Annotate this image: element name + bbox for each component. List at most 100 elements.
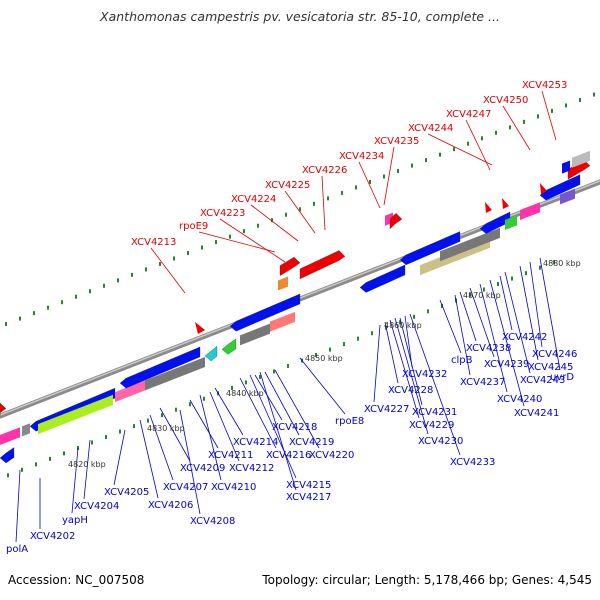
forward-gene-label: XCV4247 — [446, 109, 491, 120]
reverse-gene-label: XCV4228 — [388, 385, 433, 396]
tick-dot — [357, 336, 359, 341]
label-leader — [502, 105, 531, 151]
label-leader — [358, 161, 381, 209]
tick-dot — [427, 309, 429, 314]
reverse-gene-arrow — [399, 231, 461, 266]
label-leader — [321, 175, 326, 231]
label-leader — [198, 231, 276, 253]
tick-dot — [537, 114, 539, 119]
reverse-gene-label: XCV4204 — [74, 501, 119, 512]
tick-marks — [5, 92, 595, 478]
label-leader — [249, 374, 297, 479]
reverse-gene-label: XCV4231 — [412, 407, 457, 418]
forward-gene-label: XCV4253 — [522, 80, 567, 91]
forward-gene-arrow — [0, 402, 7, 416]
label-leader — [179, 409, 201, 515]
reverse-gene-arrow — [204, 345, 218, 362]
label-leader — [489, 279, 525, 407]
tick-dot — [327, 196, 329, 201]
tick-dot — [173, 256, 175, 261]
tick-dot — [159, 261, 161, 266]
label-leader — [259, 371, 297, 491]
label-leader — [113, 429, 126, 486]
forward-gene-label: rpoE9 — [179, 221, 208, 232]
reverse-gene-arrow — [0, 447, 15, 464]
label-leader — [459, 291, 477, 342]
reverse-gene-label: XCV4218 — [272, 422, 317, 433]
forward-gene-arrow — [389, 213, 403, 230]
forward-gene-arrow — [279, 256, 301, 276]
label-leader — [439, 299, 462, 354]
scale-label: 4880 kbp — [543, 259, 581, 268]
tick-dot — [229, 234, 231, 239]
tick-dot — [203, 396, 205, 401]
label-leader — [499, 275, 513, 331]
tick-dot — [33, 311, 35, 316]
forward-gene-arrow — [502, 198, 509, 209]
forward-gene-arrow — [540, 183, 547, 194]
tick-dot — [35, 462, 37, 467]
gene-block — [505, 215, 517, 230]
reverse-gene-label: rpoE8 — [335, 416, 364, 427]
reverse-gene-label: XCV4212 — [229, 463, 274, 474]
reverse-gene-label: XCV4215 — [286, 480, 331, 491]
reverse-gene-label: XCV4208 — [190, 516, 235, 527]
label-leader — [465, 119, 491, 171]
label-leader — [409, 313, 461, 456]
tick-dot — [61, 300, 63, 305]
tick-dot — [257, 223, 259, 228]
reverse-gene-arrow — [539, 174, 581, 201]
reverse-gene-label: XCV4232 — [402, 369, 447, 380]
accession-label: Accession: NC_007508 — [8, 573, 145, 587]
tick-dot — [509, 125, 511, 130]
forward-gene-arrow — [195, 322, 205, 334]
tick-dot — [579, 98, 581, 103]
tick-dot — [565, 103, 567, 108]
reverse-gene-label: XCV4241 — [514, 408, 559, 419]
tick-dot — [343, 342, 345, 347]
tick-dot — [439, 152, 441, 157]
tick-dot — [259, 374, 261, 379]
forward-gene-label: XCV4226 — [302, 165, 347, 176]
label-leader — [479, 283, 508, 393]
label-leader — [404, 315, 413, 368]
label-leader — [239, 377, 277, 449]
tick-dot — [285, 212, 287, 217]
reverse-gene-label: XCV4246 — [532, 349, 577, 360]
tick-dot — [187, 251, 189, 256]
tick-dot — [103, 283, 105, 288]
tick-dot — [77, 445, 79, 450]
gene-block — [270, 311, 295, 332]
reverse-gene-label: uvrD — [550, 372, 574, 383]
reverse-gene-label: XCV4229 — [409, 420, 454, 431]
gene-block — [278, 276, 288, 291]
forward-gene-label: XCV4224 — [231, 194, 276, 205]
gene-block — [572, 150, 590, 168]
label-leader — [529, 261, 543, 348]
label-leader — [214, 387, 244, 436]
tick-dot — [525, 271, 527, 276]
tick-dot — [383, 174, 385, 179]
gene-block — [440, 227, 500, 262]
label-leader — [389, 319, 420, 419]
tick-dot — [243, 229, 245, 234]
tick-dot — [145, 267, 147, 272]
gene-block — [520, 202, 540, 221]
tick-dot — [119, 429, 121, 434]
tick-dot — [425, 158, 427, 163]
label-leader — [454, 294, 471, 376]
reverse-gene-label: XCV4230 — [418, 436, 463, 447]
label-leader — [219, 218, 286, 263]
forward-gene-label: XCV4213 — [131, 237, 176, 248]
gene-block — [22, 423, 30, 437]
forward-gene-arrow — [485, 202, 492, 213]
gene-block — [115, 380, 145, 403]
gene-block — [560, 188, 575, 205]
reverse-gene-label: XCV4216 — [266, 450, 311, 461]
tick-dot — [147, 418, 149, 423]
map-title: Xanthomonas campestris pv. vesicatoria s… — [100, 9, 500, 24]
forward-gene-label: XCV4244 — [408, 123, 453, 134]
reverse-gene-label: XCV4240 — [497, 394, 542, 405]
tick-dot — [105, 435, 107, 440]
